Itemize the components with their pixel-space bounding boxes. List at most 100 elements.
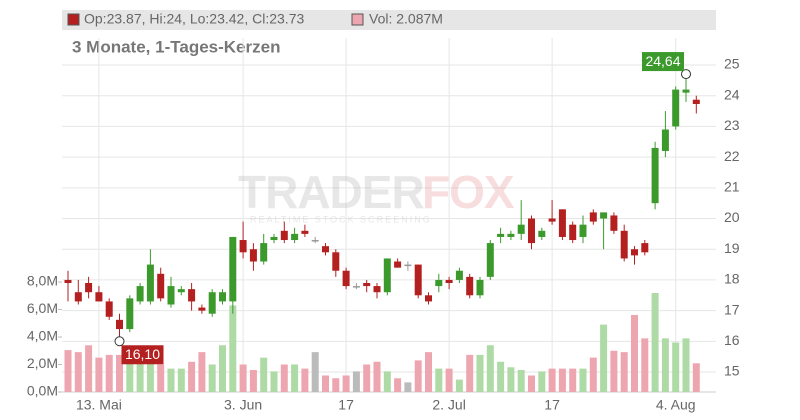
volume-bar	[569, 368, 577, 392]
y-tick-label: 20	[724, 209, 740, 225]
candle-body	[600, 212, 608, 219]
candle-body	[280, 230, 288, 241]
volume-swatch	[351, 13, 364, 26]
volume-bar	[651, 293, 659, 392]
candle-body	[270, 236, 278, 241]
volume-bar	[322, 375, 329, 392]
candle-body	[558, 209, 566, 237]
y-tick-label: 19	[724, 240, 740, 256]
candle-body	[105, 301, 113, 317]
volume-bar	[342, 375, 350, 392]
y-tick-label: 25	[724, 56, 740, 72]
candle-body	[651, 147, 659, 204]
candle-body	[342, 270, 350, 287]
volume-bar	[507, 367, 515, 392]
volume-bar	[311, 352, 319, 392]
volume-bar	[95, 357, 103, 392]
candle-body	[301, 230, 309, 234]
candle-body	[497, 233, 505, 237]
ohlc-swatch	[67, 13, 80, 26]
volume-bar	[373, 361, 381, 392]
y-tick-label: 15	[724, 363, 740, 379]
y-tick-label: 23	[724, 117, 740, 133]
candle-body	[291, 233, 299, 241]
candle-body	[363, 283, 371, 287]
candle-body	[208, 292, 216, 314]
volume-bar	[692, 363, 700, 392]
candle-body	[322, 246, 329, 253]
candle-body	[64, 279, 72, 284]
candle-body	[383, 258, 391, 293]
volume-bar	[188, 361, 196, 392]
volume-bar	[620, 352, 628, 392]
y-tick-label: 21	[724, 179, 740, 195]
volume-bar	[260, 357, 268, 392]
y2-tick-label: 0,0M	[27, 383, 58, 399]
volume-bar	[548, 368, 556, 392]
volume-bar	[239, 364, 247, 392]
candle-body	[219, 292, 226, 302]
volume-bar	[177, 368, 185, 392]
volume-bar	[404, 382, 412, 392]
volume-bar	[497, 361, 505, 392]
volume-bar	[167, 368, 175, 392]
annotation-box	[642, 52, 684, 72]
watermark-tagline: REALTIME STOCK SCREENING	[250, 214, 432, 224]
volume-bar	[136, 357, 144, 392]
x-tick-label: 2. Jul	[432, 397, 465, 413]
watermark: TRADER FOX REALTIME STOCK SCREENING	[238, 166, 516, 224]
x-tick-label: 17	[544, 397, 560, 413]
volume-bar	[641, 338, 649, 392]
candle-body	[579, 224, 587, 237]
volume-bar	[661, 338, 669, 392]
volume-bar	[579, 368, 587, 392]
candle-body	[373, 286, 381, 293]
candle-body	[538, 230, 546, 237]
annotation-marker	[681, 69, 691, 80]
candle-body	[455, 270, 463, 280]
annotation-marker	[114, 336, 125, 347]
candle-body	[414, 264, 422, 296]
candle-body	[641, 243, 649, 253]
candle-body	[311, 240, 319, 242]
volume-bar	[280, 364, 288, 392]
subtitle: 3 Monate, 1-Tages-Kerzen	[72, 37, 280, 56]
candle-body	[95, 292, 103, 302]
volume-bar	[383, 371, 391, 392]
candle-body	[198, 307, 206, 311]
volume-bar	[466, 354, 474, 392]
candle-body	[476, 279, 484, 296]
candle-body	[74, 292, 82, 302]
candle-body	[126, 298, 134, 330]
volume-bar	[219, 345, 226, 392]
volume-bar	[486, 345, 494, 392]
volume-bar	[116, 354, 123, 392]
candle-body	[404, 264, 412, 267]
volume-bar	[610, 350, 618, 392]
candle-body	[569, 224, 577, 241]
y2-tick-label: 8,0M	[27, 273, 58, 289]
candle-body	[466, 276, 474, 296]
y-tick-label: 22	[724, 148, 740, 164]
volume-bar	[198, 352, 206, 392]
candle-body	[631, 249, 638, 256]
annotation-label: 24,64	[645, 53, 680, 69]
x-tick-label: 13. Mai	[76, 397, 122, 413]
volume-bar	[414, 360, 422, 392]
volume-bar	[332, 378, 340, 392]
candle-body	[682, 89, 690, 93]
candle-body	[229, 236, 237, 302]
y2-tick-label: 2,0M	[27, 355, 58, 371]
candle-body	[661, 129, 669, 151]
candle-body	[167, 286, 175, 305]
candle-body	[332, 252, 340, 271]
annotation-label: 16,10	[125, 346, 160, 362]
volume-bar	[589, 357, 597, 392]
volume-bar	[455, 379, 463, 392]
candle-body	[188, 289, 196, 302]
candle-body	[352, 286, 360, 288]
volume-bar	[249, 370, 257, 392]
candle-body	[528, 218, 535, 244]
candle-body	[445, 279, 453, 284]
